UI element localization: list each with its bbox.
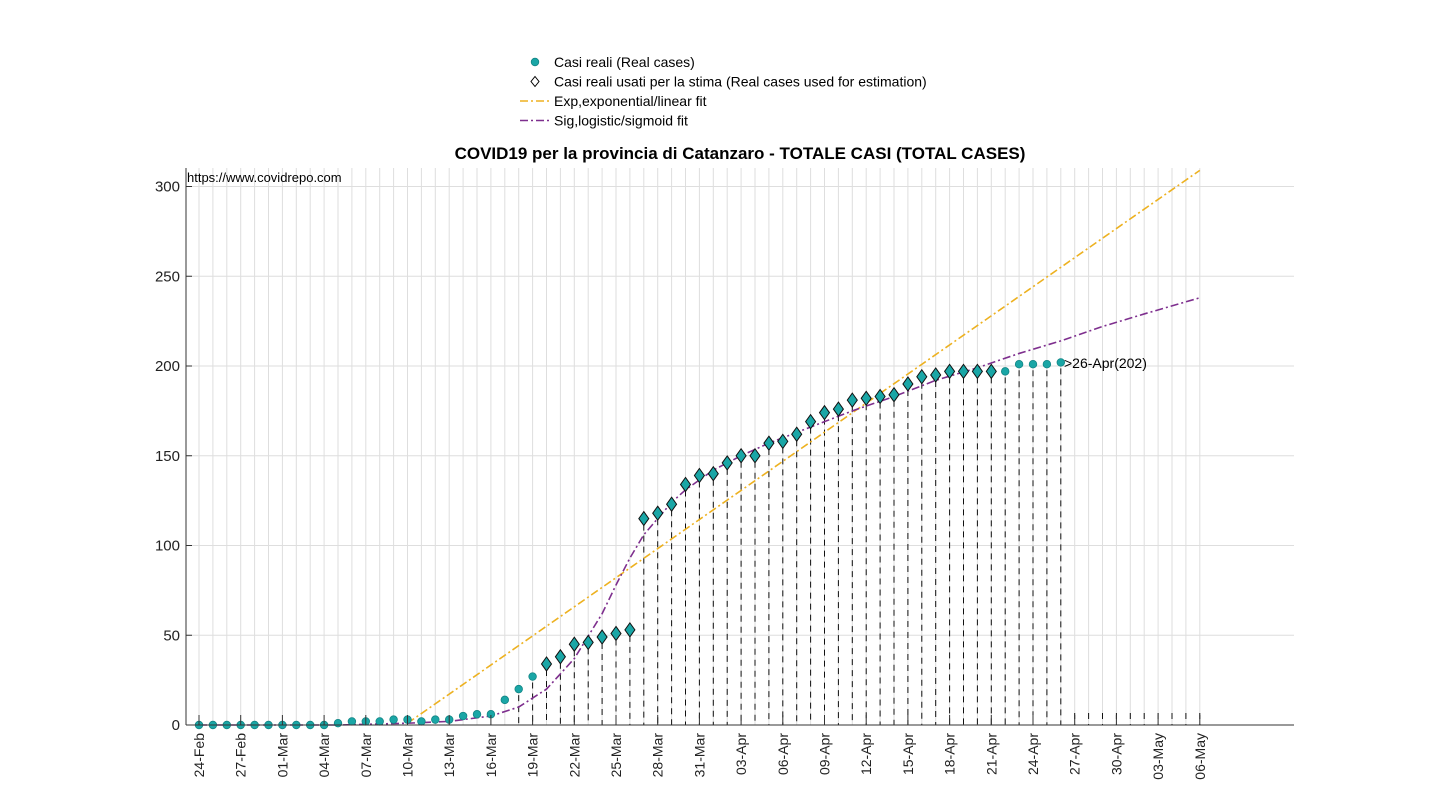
- used-case-point: [596, 629, 608, 645]
- source-note: https://www.covidrepo.com: [187, 170, 342, 185]
- used-case-point: [582, 634, 594, 651]
- used-case-point: [652, 505, 664, 522]
- real-case-point: [528, 672, 537, 681]
- used-case-point: [930, 367, 942, 383]
- x-tick-label: 25-Mar: [608, 733, 624, 778]
- x-tick-label: 16-Mar: [483, 733, 499, 778]
- used-case-point: [943, 363, 956, 380]
- real-case-point: [514, 684, 523, 694]
- chart-title: COVID19 per la provincia di Catanzaro - …: [455, 144, 1026, 163]
- x-tick-label: 06-Apr: [775, 733, 791, 775]
- used-case-point: [860, 390, 872, 407]
- x-tick-label: 07-Mar: [358, 733, 374, 778]
- used-case-point: [888, 386, 900, 403]
- used-case-point: [902, 376, 914, 392]
- x-tick-label: 09-Apr: [817, 733, 833, 775]
- real-case-point: [1014, 360, 1024, 369]
- real-case-point: [472, 710, 482, 719]
- x-tick-label: 12-Apr: [858, 733, 874, 775]
- used-case-point: [568, 636, 580, 653]
- used-case-point: [624, 622, 636, 638]
- real-case-point: [417, 717, 426, 726]
- real-case-point: [1028, 360, 1038, 369]
- x-tick-label: 18-Apr: [942, 733, 958, 775]
- x-tick-label: 21-Apr: [983, 733, 999, 775]
- y-tick-label: 100: [155, 538, 180, 555]
- used-case-point: [679, 476, 692, 493]
- used-case-point: [916, 368, 928, 385]
- used-case-point: [749, 447, 761, 464]
- y-tick-label: 50: [163, 627, 180, 644]
- x-tick-label: 03-May: [1150, 733, 1166, 780]
- x-tick-label: 01-Mar: [274, 733, 290, 778]
- y-tick-label: 150: [155, 448, 180, 465]
- y-tick-label: 300: [155, 179, 180, 196]
- x-tick-label: 19-Mar: [525, 733, 541, 778]
- legend-label: Exp,exponential/linear fit: [554, 93, 707, 109]
- real-case-point: [333, 719, 343, 728]
- used-case-point: [804, 413, 817, 430]
- legend-circle-marker: [530, 57, 540, 67]
- axes: 0 50 100 150 200 250 300 24-Feb 27-Feb 01-Mar 04-M…: [155, 168, 1294, 780]
- last-value-annotation: >26-Apr(202): [1064, 355, 1147, 371]
- real-case-point: [500, 695, 509, 705]
- real-case-point: [431, 715, 440, 724]
- real-case-point: [389, 715, 398, 724]
- used-case-point: [721, 455, 733, 471]
- legend: Casi reali (Real cases) Casi reali usati …: [520, 54, 927, 129]
- real-case-point: [1001, 367, 1010, 376]
- y-tick-label: 250: [155, 268, 180, 285]
- used-case-point: [777, 433, 789, 450]
- x-tick-label: 03-Apr: [733, 733, 749, 775]
- used-case-point: [735, 447, 747, 464]
- x-tick-label: 24-Feb: [191, 733, 207, 778]
- x-tick-label: 22-Mar: [566, 733, 582, 778]
- x-tick-label: 27-Feb: [233, 733, 249, 778]
- used-case-point: [693, 467, 706, 484]
- x-tick-label: 27-Apr: [1067, 733, 1083, 775]
- y-tick-label: 200: [155, 358, 180, 375]
- grid: [186, 168, 1294, 726]
- used-case-point: [874, 388, 886, 405]
- used-case-point: [818, 404, 831, 421]
- drop-lines: [518, 368, 1201, 725]
- used-case-point: [638, 510, 650, 527]
- x-tick-label: 24-Apr: [1025, 733, 1041, 775]
- x-tick-label: 30-Apr: [1108, 733, 1124, 775]
- x-tick-label: 28-Mar: [650, 733, 666, 778]
- y-tick-label: 0: [172, 717, 180, 734]
- legend-label: Casi reali usati per la stima (Real case…: [554, 74, 927, 90]
- real-case-point: [375, 717, 384, 726]
- used-case-point: [791, 426, 803, 443]
- used-case-point: [763, 435, 775, 452]
- used-case-point: [957, 363, 970, 380]
- legend-label: Sig,logistic/sigmoid fit: [554, 113, 688, 129]
- x-tick-label: 10-Mar: [400, 733, 416, 778]
- used-case-point: [665, 496, 678, 513]
- legend-label: Casi reali (Real cases): [554, 54, 695, 70]
- real-case-point: [347, 717, 357, 726]
- x-tick-label: 13-Mar: [441, 733, 457, 778]
- used-case-point: [554, 648, 567, 665]
- real-case-point: [458, 711, 468, 721]
- legend-diamond-marker: [530, 75, 540, 88]
- x-tick-label: 04-Mar: [316, 733, 332, 778]
- x-tick-label: 31-Mar: [691, 733, 707, 778]
- x-tick-label: 06-May: [1192, 733, 1208, 780]
- real-case-point: [1056, 358, 1065, 367]
- real-case-point: [1042, 360, 1052, 369]
- x-tick-label: 15-Apr: [900, 733, 916, 775]
- used-case-point: [985, 363, 997, 380]
- used-case-point: [610, 625, 622, 642]
- used-case-point: [832, 401, 845, 417]
- exp-fit-line: [407, 169, 1201, 724]
- used-case-point: [707, 465, 719, 482]
- used-case-point: [540, 656, 553, 672]
- used-case-point: [846, 392, 858, 408]
- used-case-point: [971, 363, 984, 380]
